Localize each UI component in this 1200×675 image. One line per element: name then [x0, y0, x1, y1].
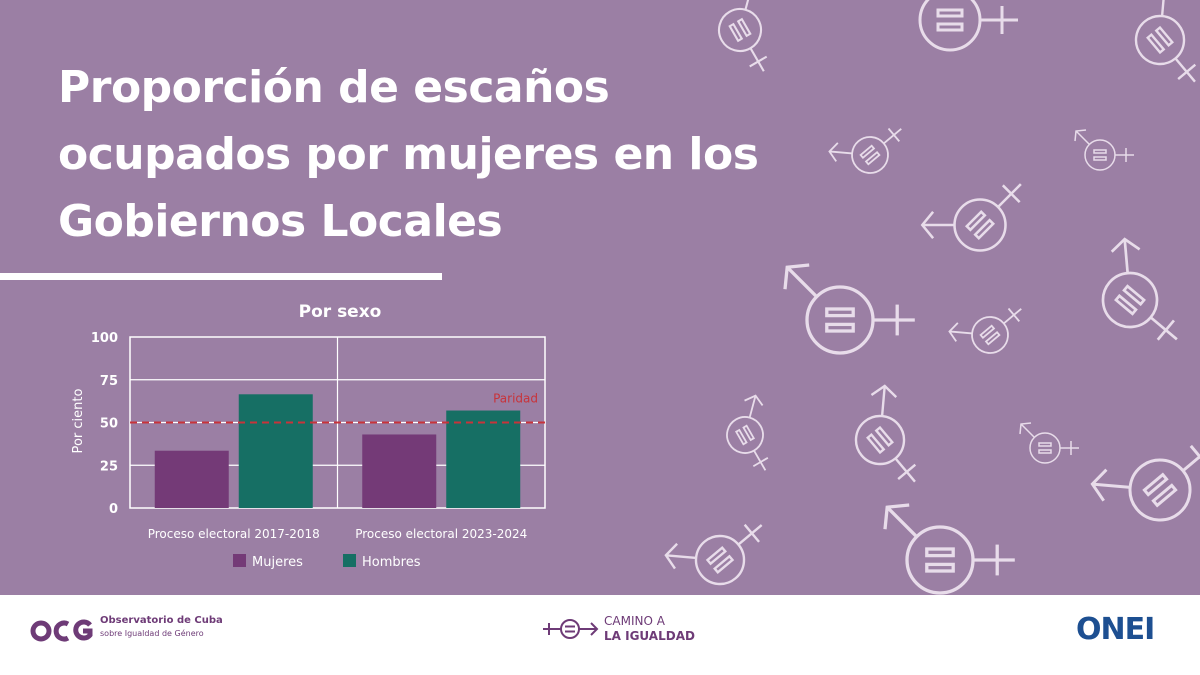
- camino-line-2: LA IGUALDAD: [604, 629, 695, 643]
- y-tick-label: 0: [109, 502, 118, 517]
- bar-hombres: [238, 394, 313, 508]
- y-axis-label: Por ciento: [71, 389, 86, 454]
- legend-label-hombres: Hombres: [362, 555, 421, 570]
- page-title: Proporción de escaños ocupados por mujer…: [58, 62, 759, 247]
- camino-line-1: CAMINO A: [604, 614, 665, 628]
- bar-mujeres: [154, 450, 229, 508]
- y-tick-label: 75: [100, 374, 118, 389]
- y-tick-label: 50: [100, 417, 118, 432]
- legend-label-mujeres: Mujeres: [252, 555, 303, 570]
- legend-swatch-mujeres: [233, 554, 246, 567]
- ocg-name: Observatorio de Cuba: [100, 615, 223, 626]
- y-tick-label: 100: [91, 331, 118, 346]
- x-category-label: Proceso electoral 2017-2018: [148, 527, 320, 541]
- gender-equality-icon: [543, 619, 599, 639]
- y-tick-label: 25: [100, 459, 118, 474]
- bar-hombres: [446, 410, 521, 508]
- legend-swatch-hombres: [343, 554, 356, 567]
- bar-chart: Por sexo 0 25 50 75 100 Proceso electoral 2017…: [71, 302, 546, 570]
- chart-title: Por sexo: [299, 302, 382, 322]
- onei-logo: ONEI: [1076, 612, 1155, 647]
- ocg-logo-icon: [30, 619, 93, 642]
- ocg-subtitle: sobre Igualdad de Género: [100, 629, 204, 638]
- x-category-label: Proceso electoral 2023-2024: [355, 527, 527, 541]
- banner: Proporción de escaños ocupados por mujer…: [0, 0, 1200, 595]
- parity-label: Paridad: [493, 392, 538, 406]
- bar-mujeres: [362, 434, 437, 508]
- footer: Observatorio de Cuba sobre Igualdad de G…: [0, 595, 1200, 675]
- title-divider: [0, 273, 442, 280]
